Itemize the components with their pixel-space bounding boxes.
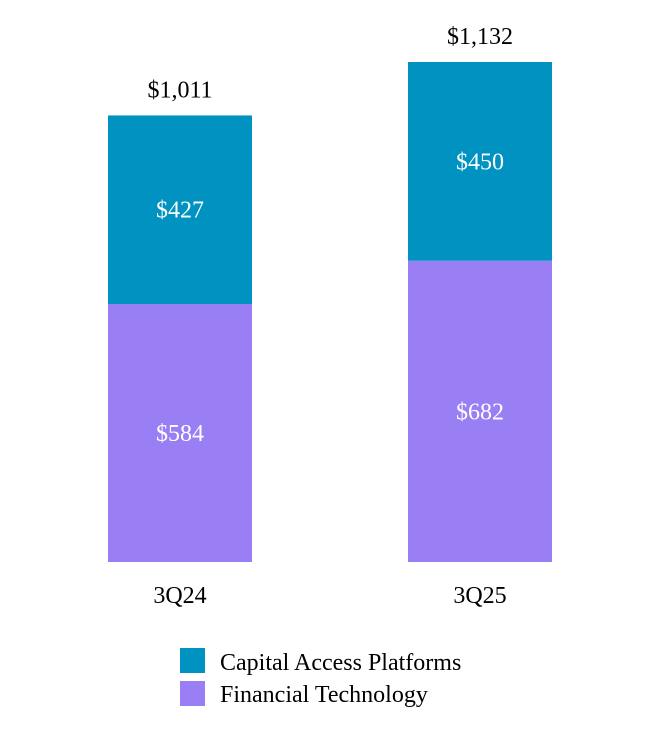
legend: Capital Access Platforms Financial Techn…	[180, 648, 461, 708]
legend-swatch-financial-technology	[180, 681, 205, 706]
category-label-3q24: 3Q24	[153, 583, 206, 609]
bars-layer	[108, 62, 552, 562]
bar-segment-financial-technology-3q24	[108, 304, 252, 562]
labels-layer: $584 $427 $1,011 3Q24 $682 $450 $1,132 3Q25	[147, 24, 513, 609]
total-label-3q25: $1,132	[447, 24, 513, 50]
bar-segment-capital-access-platforms-3q25	[408, 62, 552, 261]
data-label-capital-access-platforms-3q25: $450	[456, 149, 504, 175]
data-label-capital-access-platforms-3q24: $427	[156, 198, 204, 224]
legend-swatch-capital-access-platforms	[180, 648, 205, 673]
data-label-financial-technology-3q25: $682	[456, 399, 504, 425]
legend-label-capital-access-platforms: Capital Access Platforms	[220, 650, 461, 676]
bar-segment-capital-access-platforms-3q24	[108, 115, 252, 305]
legend-label-financial-technology: Financial Technology	[220, 682, 428, 708]
total-label-3q24: $1,011	[147, 77, 212, 103]
data-label-financial-technology-3q24: $584	[156, 421, 204, 447]
category-label-3q25: 3Q25	[453, 583, 506, 609]
bar-segment-financial-technology-3q25	[408, 260, 552, 562]
